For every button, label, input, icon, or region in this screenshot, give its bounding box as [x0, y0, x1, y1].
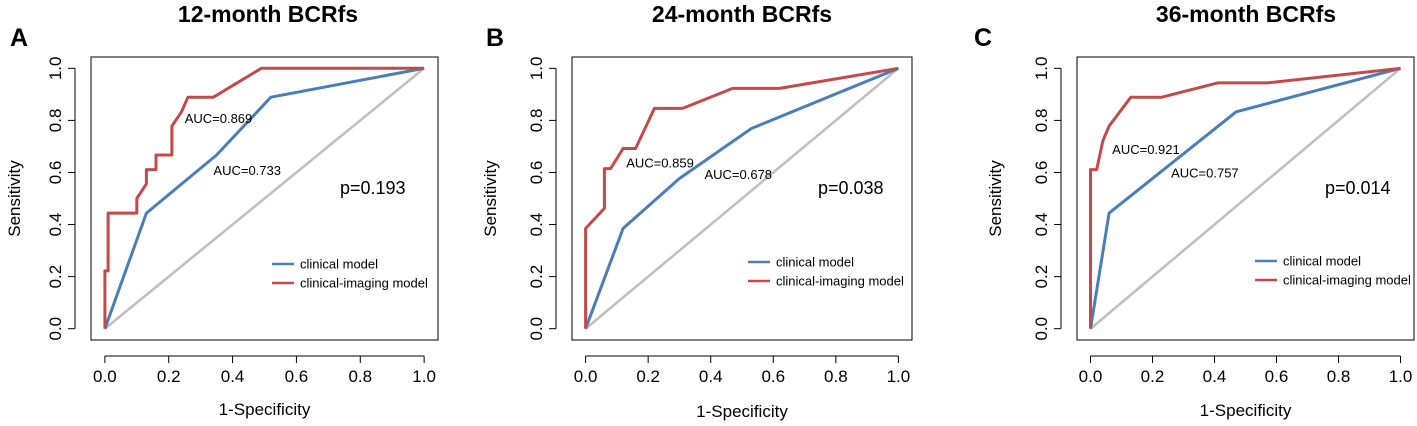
legend-label: clinical-imaging model	[300, 276, 428, 291]
panel-letter: B	[486, 24, 504, 52]
x-tick-label: 0.2	[1141, 367, 1165, 386]
legend-label: clinical-imaging model	[776, 274, 904, 289]
plot-frame	[571, 56, 913, 341]
y-tick-label: 0.4	[46, 213, 65, 237]
panel-c: 36-month BCRfs C 0.0 0.2 0.4 0.6 0.8 1.0 0.0 0.2 0…	[974, 1, 1415, 420]
plot-frame	[1076, 56, 1415, 341]
auc-annotation: AUC=0.859	[626, 155, 694, 170]
clinical-model-roc-line	[584, 66, 899, 330]
x-tick-label: 0.6	[285, 367, 309, 386]
p-value-label: p=0.014	[1325, 178, 1391, 198]
y-tick-label: 0.2	[527, 265, 546, 289]
y-tick-label: 0.6	[46, 161, 65, 185]
y-tick-label: 0.8	[1032, 109, 1051, 133]
y-axis-label: Sensitivity	[5, 160, 24, 237]
panel-letter: A	[10, 24, 28, 52]
x-tick-label: 1.0	[1389, 367, 1413, 386]
clinical-model-roc-line	[1089, 66, 1401, 329]
p-value-label: p=0.193	[340, 178, 406, 198]
y-tick-label: 0.6	[1032, 161, 1051, 185]
x-tick-label: 0.6	[761, 367, 785, 386]
x-axis-label: 1-Specificity	[219, 400, 311, 419]
diagonal-reference-line	[1089, 67, 1402, 330]
auc-annotation: AUC=0.678	[704, 167, 772, 182]
clinical-imaging-model-roc-line	[1089, 66, 1401, 329]
x-tick-label: 0.0	[574, 367, 598, 386]
diagonal-reference-line	[104, 67, 425, 330]
p-value-label: p=0.038	[818, 178, 884, 198]
chart-title: 24-month BCRfs	[652, 1, 832, 27]
legend-label: clinical model	[1283, 254, 1361, 269]
x-axis-label: 1-Specificity	[1200, 401, 1292, 420]
x-tick-label: 0.4	[1203, 367, 1227, 386]
x-tick-label: 0.2	[636, 367, 660, 386]
x-tick-label: 0.4	[221, 367, 245, 386]
legend-label: clinical model	[776, 255, 854, 270]
x-tick-label: 0.0	[1079, 367, 1103, 386]
x-tick-label: 0.0	[93, 367, 117, 386]
clinical-imaging-model-roc-line	[584, 66, 899, 329]
y-tick-label: 0.0	[46, 317, 65, 341]
x-tick-label: 1.0	[887, 367, 911, 386]
x-tick-label: 0.8	[348, 367, 372, 386]
y-tick-label: 0.2	[1032, 265, 1051, 289]
y-tick-label: 0.0	[527, 317, 546, 341]
y-tick-label: 0.0	[1032, 317, 1051, 341]
y-tick-label: 0.2	[46, 265, 65, 289]
chart-title: 36-month BCRfs	[1156, 1, 1336, 27]
panel-a: 12-month BCRfs A 0.0 0.2 0.4 0.6 0.8 1.0 0.0 0.2 0…	[5, 1, 439, 419]
plot-frame	[90, 56, 439, 341]
y-tick-label: 1.0	[1032, 56, 1051, 80]
y-axis-label: Sensitivity	[986, 160, 1005, 237]
x-tick-label: 0.8	[824, 367, 848, 386]
auc-annotation: AUC=0.733	[213, 163, 281, 178]
clinical-imaging-model-roc-line	[103, 66, 425, 329]
y-tick-label: 0.8	[46, 109, 65, 133]
y-tick-label: 0.8	[527, 109, 546, 133]
legend-label: clinical-imaging model	[1283, 273, 1411, 288]
x-tick-label: 0.2	[157, 367, 181, 386]
x-tick-label: 0.6	[1265, 367, 1289, 386]
x-tick-label: 0.8	[1327, 367, 1351, 386]
clinical-model-roc-line	[103, 66, 425, 330]
y-tick-label: 1.0	[527, 56, 546, 80]
auc-annotation: AUC=0.921	[1112, 142, 1180, 157]
y-tick-label: 1.0	[46, 56, 65, 80]
auc-annotation: AUC=0.757	[1171, 166, 1239, 181]
diagonal-reference-line	[584, 67, 900, 330]
panel-letter: C	[974, 24, 992, 52]
panel-b: 24-month BCRfs B 0.0 0.2 0.4 0.6 0.8 1.0 0.0 0.2 0…	[481, 1, 913, 421]
x-tick-label: 0.4	[699, 367, 723, 386]
chart-title: 12-month BCRfs	[178, 1, 358, 27]
y-axis-label: Sensitivity	[481, 160, 500, 237]
y-tick-label: 0.6	[527, 161, 546, 185]
x-tick-label: 1.0	[412, 367, 436, 386]
legend-label: clinical model	[300, 257, 378, 272]
x-axis-label: 1-Specificity	[696, 402, 788, 421]
y-tick-label: 0.4	[1032, 213, 1051, 237]
auc-annotation: AUC=0.869	[185, 111, 253, 126]
y-tick-label: 0.4	[527, 213, 546, 237]
